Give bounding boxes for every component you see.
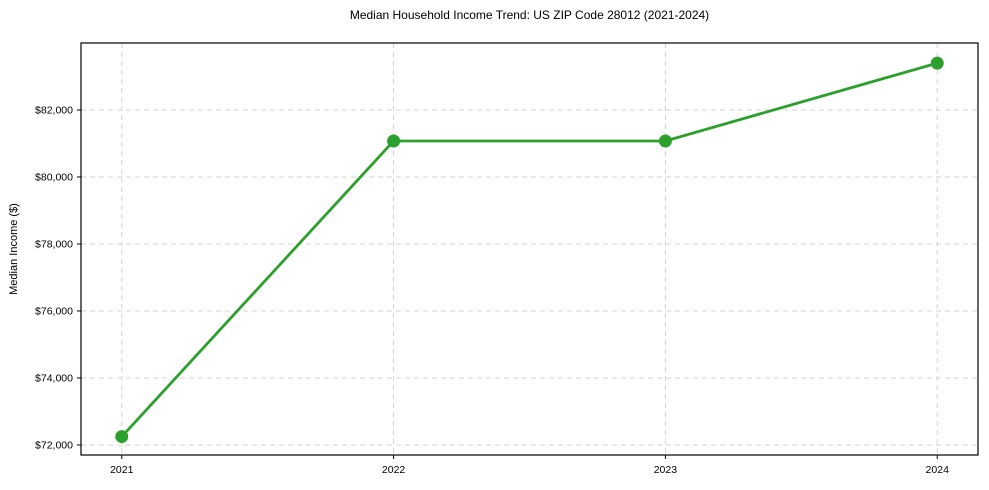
y-tick-label: $82,000: [35, 104, 73, 116]
y-tick-label: $76,000: [35, 305, 73, 317]
data-point-marker: [658, 134, 672, 148]
x-tick-label: 2023: [654, 464, 678, 476]
data-point-marker: [115, 430, 129, 444]
x-tick-label: 2024: [926, 464, 950, 476]
y-tick-label: $78,000: [35, 238, 73, 250]
y-tick-label: $80,000: [35, 171, 73, 183]
trend-line: [120, 61, 938, 438]
plot-border: [80, 42, 979, 456]
x-tick-label: 2021: [110, 464, 134, 476]
y-tick-label: $72,000: [35, 439, 73, 451]
chart-title: Median Household Income Trend: US ZIP Co…: [349, 8, 710, 22]
data-point-marker: [387, 134, 401, 148]
y-tick-label: $74,000: [35, 372, 73, 384]
data-point-marker: [930, 56, 944, 70]
x-tick-label: 2022: [382, 464, 406, 476]
